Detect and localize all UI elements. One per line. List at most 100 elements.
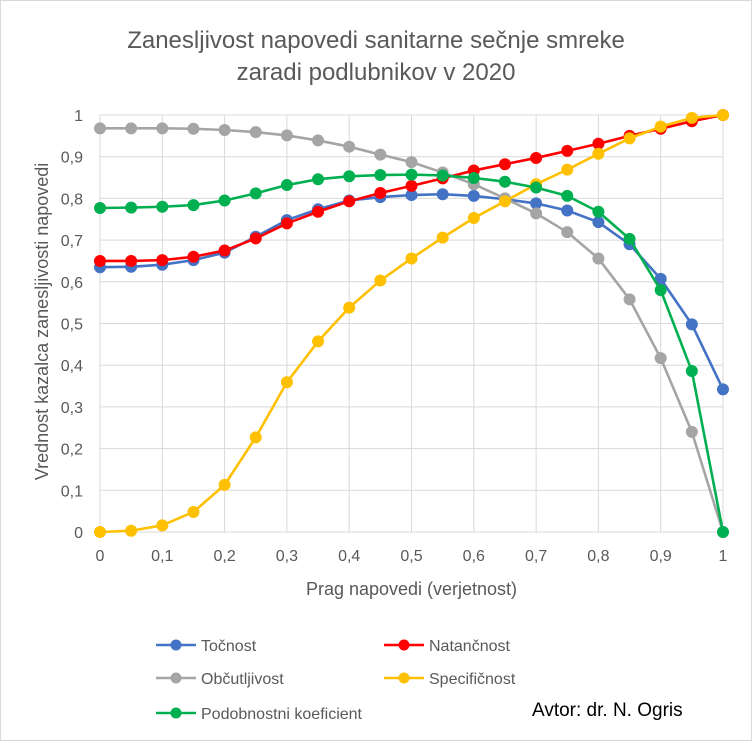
legend-marker	[170, 639, 182, 651]
data-point	[156, 122, 169, 135]
x-tick-label: 1	[719, 548, 728, 565]
data-point	[125, 122, 138, 135]
data-point	[623, 132, 636, 145]
legend: Točnost Natančnost Občutljivost Specifičnos…	[156, 638, 516, 723]
legend-label: Specifičnost	[429, 671, 516, 688]
data-point	[156, 200, 169, 213]
data-point	[623, 293, 636, 306]
data-point	[125, 254, 138, 267]
series-4	[94, 109, 729, 538]
legend-item: Podobnostni koeficient	[156, 706, 363, 723]
data-point	[654, 120, 667, 133]
data-point	[94, 526, 106, 538]
data-point	[467, 211, 480, 224]
data-point	[592, 216, 605, 229]
y-tick-label: 0,9	[61, 150, 83, 167]
data-point	[280, 179, 293, 192]
series-lines	[94, 109, 729, 538]
author-credit: Avtor: dr. N. Ogris	[532, 700, 683, 721]
data-point	[405, 156, 418, 169]
legend-label: Podobnostni koeficient	[201, 706, 363, 723]
data-point	[717, 109, 729, 121]
y-axis-ticks: 0 0,1 0,2 0,3 0,4 0,5 0,6 0,7 0,8 0,9 1	[61, 108, 83, 542]
data-point	[312, 134, 325, 147]
data-point	[218, 478, 231, 491]
y-tick-label: 0,1	[61, 483, 83, 500]
y-axis-label: Vrednost kazalca zanesljivosti napovedi	[32, 163, 52, 481]
data-point	[343, 301, 356, 314]
data-point	[187, 122, 200, 135]
data-point	[312, 335, 325, 348]
data-point	[156, 254, 169, 267]
data-point	[405, 179, 418, 192]
data-point	[125, 201, 138, 214]
data-point	[530, 181, 543, 194]
series-5	[94, 168, 729, 538]
legend-marker	[170, 672, 182, 684]
y-tick-label: 0	[74, 525, 83, 542]
data-point	[436, 231, 449, 244]
axis-labels: Prag napovedi (verjetnost) Vrednost kazal…	[32, 163, 517, 599]
data-point	[374, 274, 387, 287]
data-point	[374, 169, 387, 182]
data-point	[125, 524, 138, 537]
y-tick-label: 0,7	[61, 233, 83, 250]
data-point	[312, 205, 325, 218]
data-point	[530, 207, 543, 220]
legend-item: Specifičnost	[384, 671, 516, 688]
data-point	[717, 526, 729, 538]
data-point	[561, 144, 574, 157]
data-point	[717, 383, 729, 396]
data-point	[467, 171, 480, 184]
y-tick-label: 0,4	[61, 358, 83, 375]
x-tick-label: 0	[96, 548, 105, 565]
y-tick-label: 0,2	[61, 442, 83, 459]
data-point	[685, 365, 698, 378]
data-point	[374, 148, 387, 161]
x-tick-label: 0,1	[151, 548, 173, 565]
y-tick-label: 1	[74, 108, 83, 125]
legend-marker	[398, 639, 410, 651]
legend-item: Točnost	[156, 638, 257, 655]
data-point	[498, 158, 511, 171]
y-tick-label: 0,5	[61, 317, 83, 334]
chart-title: Zanesljivost napovedi sanitarne sečnje s…	[127, 27, 625, 86]
data-point	[94, 201, 106, 214]
data-point	[343, 195, 356, 208]
y-tick-label: 0,6	[61, 275, 83, 292]
data-point	[685, 425, 698, 438]
data-point	[187, 199, 200, 212]
data-point	[405, 252, 418, 265]
data-point	[436, 169, 449, 182]
data-point	[218, 194, 231, 207]
legend-label: Točnost	[201, 638, 257, 655]
data-point	[436, 188, 449, 201]
legend-label: Natančnost	[429, 638, 510, 655]
legend-label: Občutljivost	[201, 671, 284, 688]
data-point	[280, 129, 293, 142]
data-point	[685, 318, 698, 331]
data-point	[561, 204, 574, 217]
legend-item: Občutljivost	[156, 671, 284, 688]
x-tick-label: 0,9	[650, 548, 672, 565]
data-point	[94, 254, 106, 267]
data-point	[249, 126, 262, 139]
data-point	[467, 189, 480, 202]
data-point	[249, 431, 262, 444]
x-tick-label: 0,5	[400, 548, 422, 565]
data-point	[592, 205, 605, 218]
x-tick-label: 0,8	[587, 548, 609, 565]
legend-marker	[398, 672, 410, 684]
data-point	[654, 352, 667, 365]
data-point	[156, 519, 169, 532]
x-axis-label: Prag napovedi (verjetnost)	[306, 579, 517, 599]
data-point	[405, 168, 418, 181]
data-point	[218, 244, 231, 257]
data-point	[561, 226, 574, 239]
y-tick-label: 0,8	[61, 191, 83, 208]
data-point	[498, 195, 511, 208]
chart-title-line: Zanesljivost napovedi sanitarne sečnje s…	[127, 27, 625, 54]
x-tick-label: 0,7	[525, 548, 547, 565]
data-point	[654, 284, 667, 297]
legend-marker	[170, 707, 182, 719]
